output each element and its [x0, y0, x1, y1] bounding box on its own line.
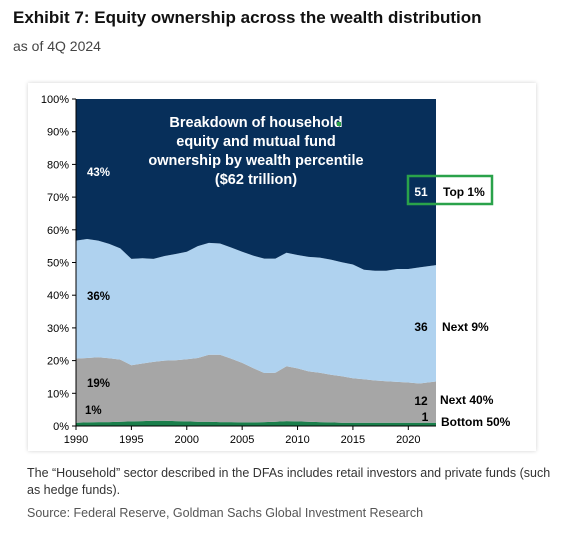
series-label: Next 9% — [442, 320, 489, 334]
x-tick-label: 2000 — [175, 434, 199, 446]
end-value-label: 1 — [422, 410, 429, 424]
x-tick-label: 1995 — [119, 434, 143, 446]
y-tick-label: 50% — [47, 258, 69, 270]
highlight-marker — [337, 122, 341, 126]
x-tick-label: 2005 — [230, 434, 254, 446]
source-note: Source: Federal Reserve, Goldman Sachs G… — [27, 506, 424, 520]
y-tick-label: 90% — [47, 127, 69, 139]
footnote: The “Household” sector described in the … — [27, 466, 551, 497]
series-label: Bottom 50% — [441, 415, 511, 429]
start-value-label: 19% — [87, 378, 110, 390]
y-tick-label: 70% — [47, 192, 69, 204]
area-top-1 — [76, 99, 436, 271]
y-tick-label: 80% — [47, 159, 69, 171]
x-tick-label: 2010 — [285, 434, 309, 446]
start-value-label: 36% — [87, 291, 110, 303]
stacked-area-chart: 0% 10% 20% 30% 40% 50% 60% 70% 80% 90% 100% 1990 199… — [41, 94, 511, 446]
start-value-label: 1% — [85, 405, 102, 417]
x-tick-label: 2015 — [341, 434, 365, 446]
area-bottom-50 — [76, 420, 436, 426]
chart-title: Exhibit 7: Equity ownership across the w… — [13, 8, 482, 27]
chart-annotation-line: equity and mutual fund — [176, 134, 336, 150]
area-next-40 — [76, 354, 436, 423]
top-1-highlight-box — [406, 174, 494, 206]
end-value-label: 36 — [414, 320, 428, 334]
series-label: Top 1% — [443, 185, 485, 199]
y-tick-label: 100% — [41, 94, 69, 106]
series-label: Next 40% — [440, 393, 494, 407]
start-value-label: 43% — [87, 167, 110, 179]
end-value-label: 51 — [414, 185, 428, 199]
chart-annotation-line: ($62 trillion) — [215, 172, 297, 188]
y-tick-label: 20% — [47, 356, 69, 368]
y-tick-label: 40% — [47, 290, 69, 302]
area-next-9 — [76, 239, 436, 384]
y-tick-label: 60% — [47, 225, 69, 237]
y-tick-label: 0% — [53, 421, 69, 433]
y-tick-label: 10% — [47, 388, 69, 400]
x-tick-label: 2020 — [396, 434, 420, 446]
chart-subtitle: as of 4Q 2024 — [13, 38, 101, 54]
end-value-label: 12 — [414, 394, 428, 408]
x-tick-label: 1990 — [64, 434, 88, 446]
chart-annotation-line: ownership by wealth percentile — [148, 153, 363, 169]
y-tick-label: 30% — [47, 323, 69, 335]
chart-annotation-line: Breakdown of household — [169, 115, 342, 131]
